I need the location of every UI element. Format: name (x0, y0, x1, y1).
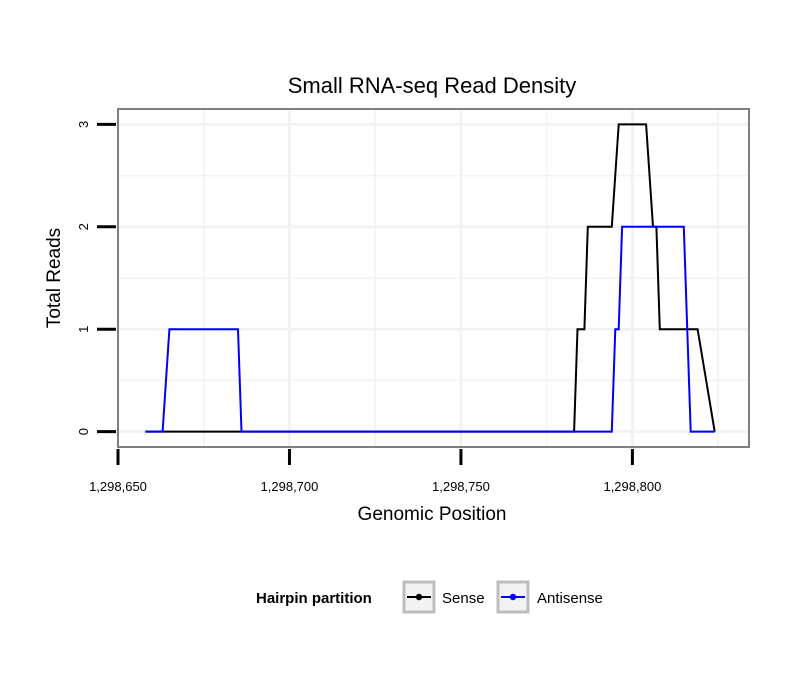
legend-item-antisense: Antisense (496, 580, 603, 614)
x-tick-label: 1,298,650 (89, 479, 147, 494)
grid (118, 109, 749, 447)
legend-label-sense: Sense (442, 590, 485, 607)
legend-point-sense (415, 593, 423, 601)
x-axis-title: Genomic Position (358, 504, 507, 525)
legend-point-antisense (509, 593, 517, 601)
legend-title: Hairpin partition (256, 590, 372, 607)
legend-item-sense: Sense (402, 580, 485, 614)
x-axis: 1,298,650 1,298,700 1,298,750 1,298,800 (89, 449, 661, 494)
y-axis: 0 1 2 3 (76, 121, 116, 435)
y-tick-label: 3 (76, 121, 91, 128)
legend: Hairpin partition Sense Antisense (256, 580, 603, 614)
x-tick-label: 1,298,750 (432, 479, 490, 494)
x-tick-label: 1,298,800 (603, 479, 661, 494)
plot-panel-border (117, 108, 750, 448)
y-tick-label: 1 (76, 326, 91, 333)
chart-title: Small RNA-seq Read Density (288, 73, 577, 98)
y-tick-label: 0 (76, 428, 91, 435)
data-series (145, 123, 716, 433)
legend-label-antisense: Antisense (537, 590, 603, 607)
y-tick-label: 2 (76, 223, 91, 230)
y-axis-title: Total Reads (44, 228, 65, 328)
series-line-antisense (145, 225, 715, 433)
x-tick-label: 1,298,700 (261, 479, 319, 494)
